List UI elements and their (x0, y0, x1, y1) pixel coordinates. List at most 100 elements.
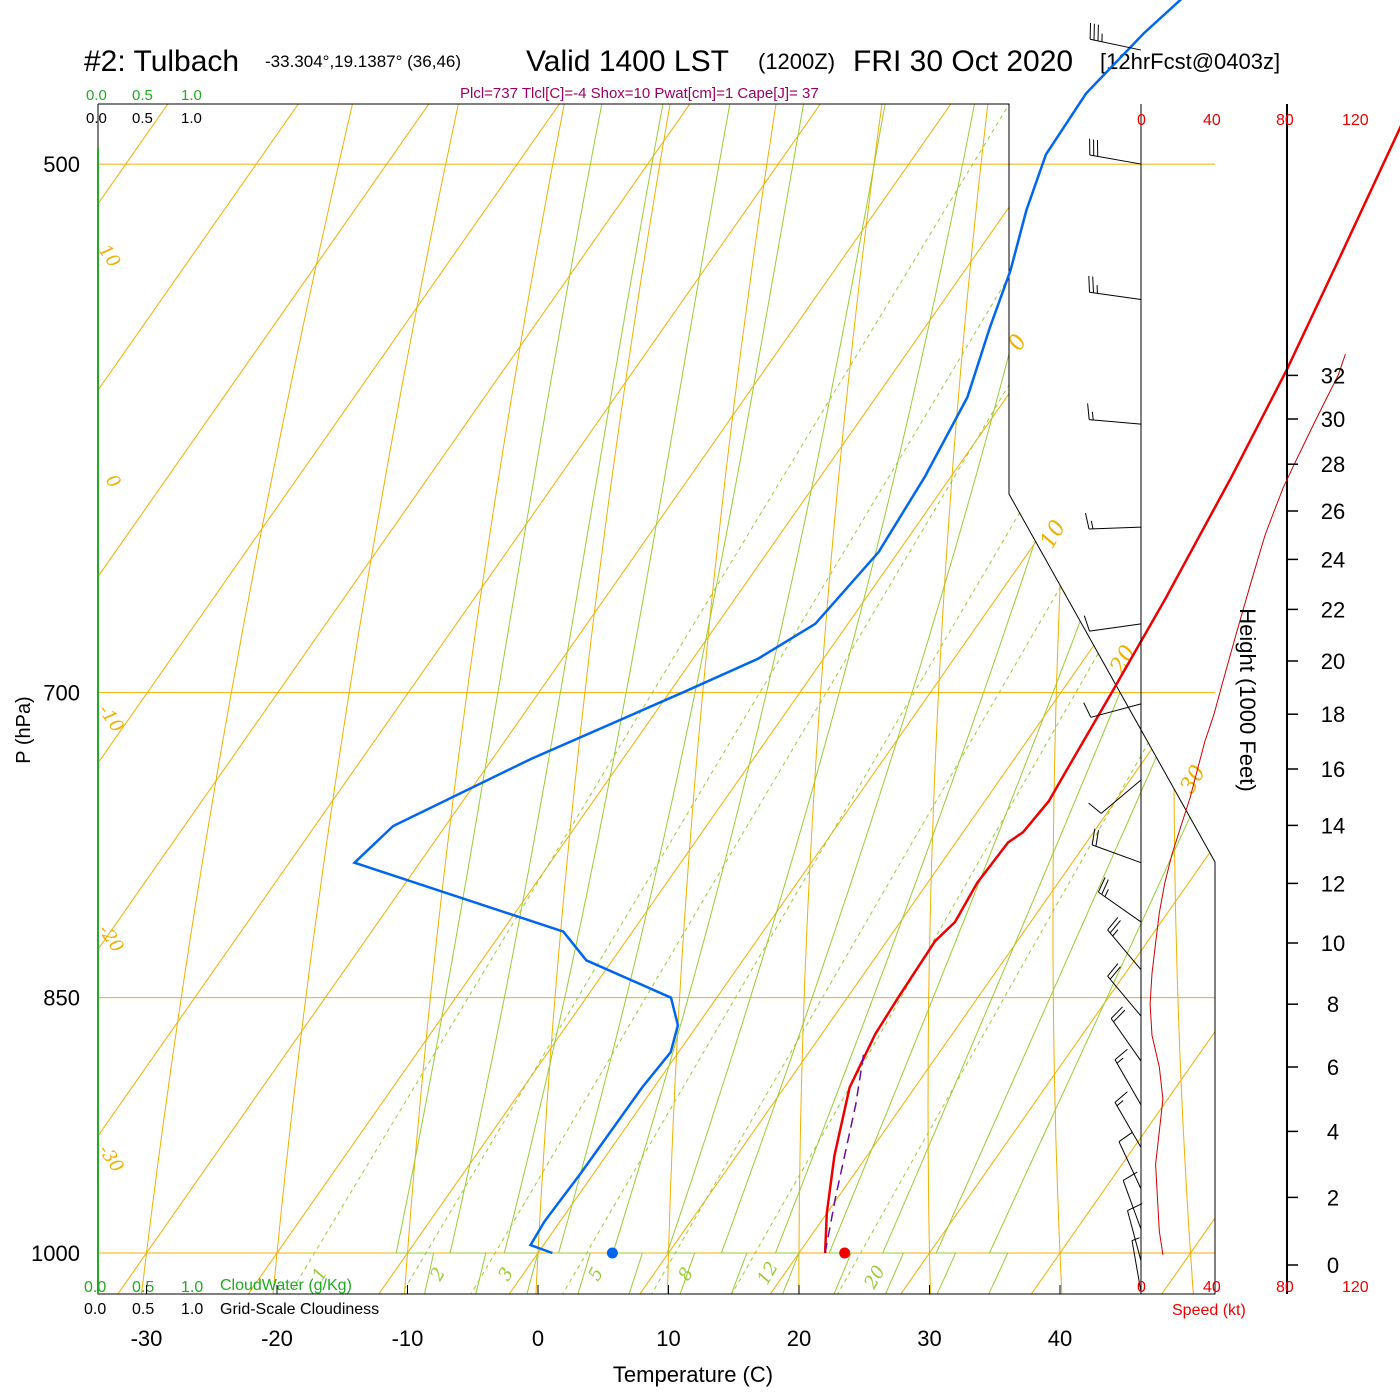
cloudiness-tick: 0.5 (132, 110, 153, 127)
wind-barb (1122, 1171, 1142, 1230)
moist-adiabat-line (395, 104, 845, 1294)
height-tick-label: 24 (1321, 547, 1345, 572)
wind-barb-flag (1088, 275, 1090, 293)
isotherm-line (98, 104, 691, 1294)
plot-frame (97, 103, 1216, 1295)
wind-barb-staff (1114, 1059, 1142, 1106)
isotherm-labels: 10 0 -10 -20 -30 0 10 20 30 (94, 241, 1211, 1177)
cloudiness-label: Grid-Scale Cloudiness (220, 1301, 379, 1318)
wind-barb-flag (1083, 702, 1092, 718)
mixing-ratio-line (622, 104, 1215, 1294)
wind-barbs (1083, 22, 1143, 1292)
cloudiness-tick: 0.0 (84, 1301, 106, 1318)
wind-barb-flag (1097, 877, 1106, 893)
speed-axis-bottom: 0 40 80 120 Speed (kt) (1137, 1279, 1369, 1319)
speed-tick: 120 (1342, 112, 1369, 129)
wind-barb-staff (1089, 291, 1142, 300)
wind-barb (1085, 512, 1142, 530)
wind-barb-staff (1131, 1240, 1142, 1292)
height-tick-label: 28 (1321, 452, 1345, 477)
isotherm-line (508, 104, 1215, 1294)
isotherm-line (378, 104, 1213, 1294)
height-tick-label: 14 (1321, 813, 1345, 838)
height-tick-label: 12 (1321, 871, 1345, 896)
temperature-axis: -30 -20 -10 0 10 20 30 40 (131, 1285, 1072, 1351)
isotherm-line (98, 104, 821, 1294)
surface-temperature-marker (839, 1247, 851, 1259)
cloudwater-label: CloudWater (g/Kg) (220, 1277, 352, 1294)
mixing-ratio-line (259, 104, 1187, 1294)
wind-barb-staff (1090, 703, 1142, 718)
mixing-ratio-lines (259, 104, 1215, 1294)
cloudwater-top-scale: 0.0 0.5 1.0 (86, 87, 202, 104)
wind-barb-staff (1107, 929, 1142, 971)
mixing-ratio-line (371, 104, 1215, 1294)
height-tick-label: 26 (1321, 499, 1345, 524)
temperature-tick-label: -30 (131, 1326, 163, 1351)
temperature-tick-label: 0 (532, 1326, 544, 1351)
wind-barb-halfflag (1112, 929, 1119, 937)
pressure-tick-label: 500 (43, 152, 80, 177)
wind-barb-halfflag (1116, 1057, 1124, 1064)
height-tick-label: 32 (1321, 363, 1345, 388)
wind-barb (1110, 1006, 1142, 1062)
moist-adiabat-line (711, 104, 1215, 1294)
wind-barb-flag (1110, 1006, 1123, 1019)
cloudwater-tick: 0.5 (132, 87, 153, 104)
wind-barb-staff (1091, 844, 1142, 864)
isotherm-line (117, 104, 952, 1294)
temperature-axis-label: Temperature (C) (613, 1362, 773, 1387)
cloudwater-tick: 0.0 (84, 1279, 106, 1296)
height-tick-label: 10 (1321, 931, 1345, 956)
mixing-ratio-line (440, 104, 1215, 1294)
dry-adiabat-line (1052, 104, 1215, 1294)
cloudwater-tick: 0.5 (132, 1279, 154, 1296)
wind-barb-staff (1098, 891, 1142, 923)
moist-adiabat-line (761, 104, 1215, 1294)
dry-adiabat-line (798, 104, 1073, 1294)
isotherm-line (98, 104, 299, 1294)
temperature-tick-label: 20 (787, 1326, 811, 1351)
wind-barb-halfflag (1131, 1237, 1140, 1242)
wind-barb-staff (1114, 1102, 1142, 1148)
dry-adiabat-line (267, 104, 722, 1294)
wind-barb-flag (1127, 1203, 1143, 1212)
speed-tick: 80 (1276, 1279, 1294, 1296)
height-tick-label: 4 (1327, 1119, 1339, 1144)
cloudiness-tick: 0.5 (132, 1301, 154, 1318)
isotherm-line (1161, 104, 1215, 1294)
cloudiness-tick: 1.0 (181, 110, 202, 127)
wind-barb-flag (1107, 963, 1119, 977)
isotherm-line (639, 104, 1215, 1294)
wind-barb (1083, 702, 1142, 718)
cloudwater-legend: 0.0 0.5 1.0 CloudWater (g/Kg) (84, 1277, 352, 1296)
station-coords: -33.304°,19.1387° (36,46) (265, 52, 461, 71)
wind-barb-staff (1100, 779, 1142, 814)
height-tick-label: 16 (1321, 757, 1345, 782)
moist-adiabat-line (611, 104, 1090, 1294)
dry-adiabat-line (666, 104, 986, 1294)
wind-barb-staff (1118, 1141, 1142, 1190)
isotherm-label: 30 (1176, 761, 1212, 798)
wind-barb-flag (1092, 276, 1094, 293)
moist-adiabat-line (812, 104, 1215, 1294)
valid-date: FRI 30 Oct 2020 (853, 45, 1073, 78)
isotherm-line (98, 104, 560, 1294)
wind-barb-staff (1089, 38, 1142, 51)
wind-barb (1127, 1203, 1143, 1261)
dry-adiabat-line (135, 104, 634, 1294)
wind-barb (1097, 877, 1142, 923)
wind-barb-flag (1114, 1091, 1128, 1103)
mixing-ratio-label: 12 (753, 1258, 783, 1288)
height-tick-label: 22 (1321, 597, 1345, 622)
temperature-tick-label: -20 (261, 1326, 293, 1351)
dry-adiabat-line (927, 104, 1161, 1294)
dry-adiabat-line (400, 104, 810, 1294)
wind-barb-staff (1107, 975, 1142, 1017)
wind-barb-halfflag (1104, 889, 1109, 897)
cloudiness-tick: 1.0 (181, 1301, 203, 1318)
temperature-tick-label: 40 (1048, 1326, 1072, 1351)
moist-adiabat-line (862, 104, 1215, 1294)
height-tick-label: 0 (1327, 1253, 1339, 1278)
